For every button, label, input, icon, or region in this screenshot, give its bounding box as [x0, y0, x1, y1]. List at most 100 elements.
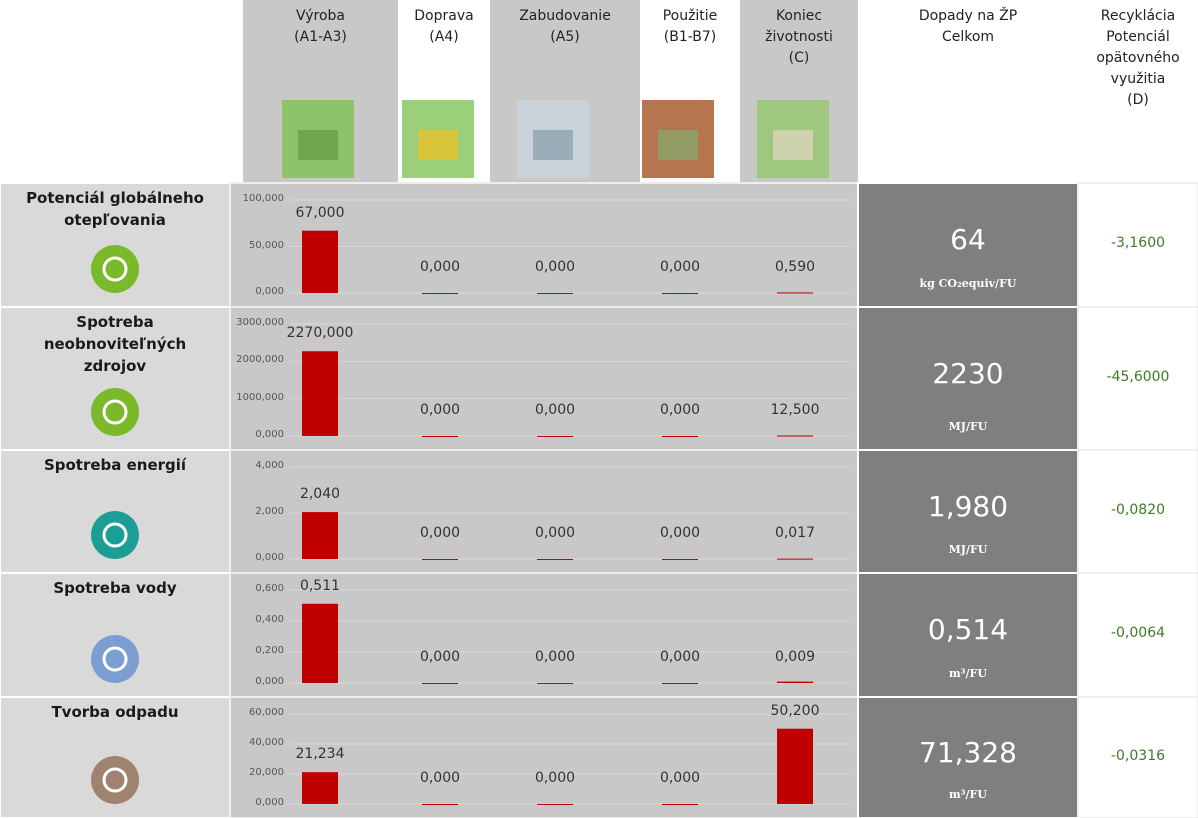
- recycling-header: Recyklácia Potenciál opätovného využitia…: [1078, 6, 1198, 111]
- bar: [777, 729, 813, 804]
- total-header: Dopady na ŽP Celkom: [858, 6, 1078, 48]
- bar: [662, 436, 698, 437]
- row-label: Tvorba odpadu: [0, 701, 230, 723]
- value-label: 0,000: [400, 259, 480, 275]
- bar: [662, 683, 698, 684]
- total-value: 64: [858, 223, 1078, 256]
- recycling-value: -0,0316: [1078, 748, 1198, 764]
- row-icon: [91, 511, 139, 559]
- value-label: 0,000: [515, 259, 595, 275]
- bar: [662, 804, 698, 805]
- value-label: 12,500: [755, 402, 835, 418]
- bar: [422, 683, 458, 684]
- y-tick-label: 2,000: [232, 506, 284, 517]
- value-label: 0,000: [640, 770, 720, 786]
- y-tick-label: 3000,000: [232, 317, 284, 328]
- y-tick-label: 100,000: [232, 193, 284, 204]
- row-icon: [91, 756, 139, 804]
- bar: [422, 559, 458, 560]
- value-label: 0,511: [280, 578, 360, 594]
- bar: [422, 436, 458, 437]
- y-tick-label: 20,000: [232, 767, 284, 778]
- y-tick-label: 50,000: [232, 240, 284, 251]
- bar: [537, 293, 573, 294]
- row-label: Potenciál globálneho otepľovania: [0, 187, 230, 231]
- y-tick-label: 60,000: [232, 707, 284, 718]
- recycling-value: -0,0820: [1078, 502, 1198, 518]
- bar: [777, 436, 813, 437]
- value-label: 50,200: [755, 703, 835, 719]
- value-label: 2270,000: [280, 325, 360, 341]
- bar: [302, 604, 338, 683]
- total-unit: m³/FU: [858, 667, 1078, 680]
- bar: [662, 293, 698, 294]
- y-tick-label: 0,600: [232, 583, 284, 594]
- stage-header: Výroba (A1-A3): [243, 6, 398, 48]
- y-tick-label: 1000,000: [232, 392, 284, 403]
- row-label: Spotreba vody: [0, 577, 230, 599]
- y-tick-label: 2000,000: [232, 354, 284, 365]
- total-value: 0,514: [858, 613, 1078, 646]
- y-tick-label: 0,000: [232, 286, 284, 297]
- bar: [537, 804, 573, 805]
- value-label: 0,000: [640, 402, 720, 418]
- value-label: 0,000: [515, 770, 595, 786]
- impact-table: Výroba (A1-A3)Doprava (A4)Zabudovanie (A…: [0, 0, 1198, 818]
- row-label: Spotreba energií: [0, 454, 230, 476]
- value-label: 67,000: [280, 205, 360, 221]
- value-label: 0,000: [515, 649, 595, 665]
- total-value: 2230: [858, 357, 1078, 390]
- row-icon: [91, 388, 139, 436]
- value-label: 0,000: [400, 402, 480, 418]
- row-icon: [91, 245, 139, 293]
- y-tick-label: 0,000: [232, 797, 284, 808]
- row-icon: [91, 635, 139, 683]
- stage-header: Koniec životnosti (C): [740, 6, 858, 69]
- value-label: 21,234: [280, 746, 360, 762]
- bar: [777, 559, 813, 560]
- bar: [662, 559, 698, 560]
- value-label: 0,000: [400, 649, 480, 665]
- stage-header: Zabudovanie (A5): [490, 6, 640, 48]
- total-unit: kg CO₂equiv/FU: [858, 277, 1078, 290]
- value-label: 0,000: [640, 525, 720, 541]
- bar: [537, 559, 573, 560]
- stage-image-detail: [418, 130, 458, 160]
- stage-header: Doprava (A4): [398, 6, 490, 48]
- y-tick-label: 4,000: [232, 460, 284, 471]
- value-label: 0,000: [515, 402, 595, 418]
- recycling-value: -0,0064: [1078, 625, 1198, 641]
- value-label: 0,000: [515, 525, 595, 541]
- row-label: Spotreba neobnoviteľných zdrojov: [0, 311, 230, 377]
- stage-image-detail: [533, 130, 573, 160]
- value-label: 0,009: [755, 649, 835, 665]
- bar: [422, 804, 458, 805]
- value-label: 0,590: [755, 259, 835, 275]
- bar: [422, 293, 458, 294]
- value-label: 0,000: [640, 649, 720, 665]
- stage-header: Použitie (B1-B7): [640, 6, 740, 48]
- stage-image-detail: [298, 130, 338, 160]
- table-graphics: [0, 0, 1198, 818]
- bar: [302, 351, 338, 436]
- value-label: 0,000: [640, 259, 720, 275]
- total-value: 71,328: [858, 736, 1078, 769]
- total-unit: MJ/FU: [858, 543, 1078, 556]
- bar: [777, 682, 813, 683]
- total-value: 1,980: [858, 490, 1078, 523]
- bar: [302, 231, 338, 293]
- total-unit: m³/FU: [858, 788, 1078, 801]
- y-tick-label: 0,400: [232, 614, 284, 625]
- stage-image-detail: [773, 130, 813, 160]
- stage-image-detail: [658, 130, 698, 160]
- recycling-value: -3,1600: [1078, 235, 1198, 251]
- value-label: 0,017: [755, 525, 835, 541]
- bar: [777, 292, 813, 293]
- value-label: 0,000: [400, 525, 480, 541]
- y-tick-label: 0,000: [232, 429, 284, 440]
- bar: [537, 683, 573, 684]
- value-label: 2,040: [280, 486, 360, 502]
- recycling-value: -45,6000: [1078, 369, 1198, 385]
- bar: [537, 436, 573, 437]
- y-tick-label: 0,000: [232, 552, 284, 563]
